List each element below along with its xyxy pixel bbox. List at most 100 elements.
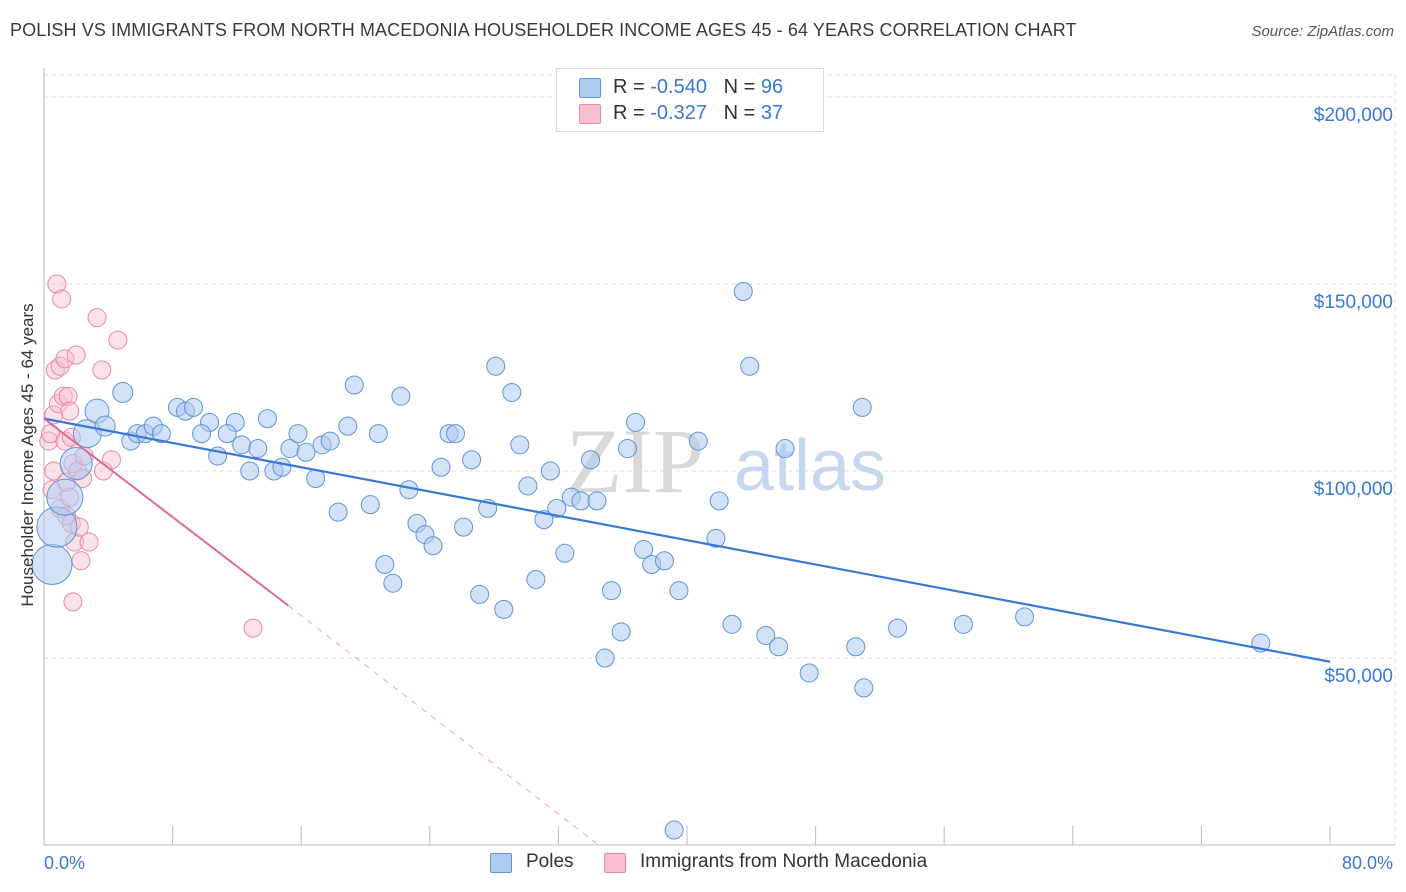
macedonia-point <box>108 330 128 350</box>
macedonia-point <box>60 401 80 421</box>
poles-point <box>953 614 973 634</box>
macedonia-point <box>39 431 59 451</box>
macedonia-point <box>243 618 263 638</box>
poles-point <box>151 424 171 444</box>
legend-n-value: 37 <box>760 102 784 124</box>
poles-point <box>581 450 601 470</box>
poles-point <box>344 375 364 395</box>
y-tick-label: $200,000 <box>1314 105 1393 126</box>
poles-point <box>328 502 348 522</box>
poles-point <box>706 528 726 548</box>
chart-title: POLISH VS IMMIGRANTS FROM NORTH MACEDONI… <box>10 20 1077 40</box>
macedonia-trend-line <box>43 417 289 607</box>
poles-point <box>486 356 506 376</box>
poles-point <box>248 439 268 459</box>
legend-n-label: N = <box>723 76 761 98</box>
poles-point <box>296 442 316 462</box>
poles-legend-label: Poles <box>526 851 574 872</box>
poles-point <box>654 551 674 571</box>
legend-r-value: -0.540 <box>650 76 707 98</box>
poles-point <box>571 491 591 511</box>
macedonia-point <box>92 360 112 380</box>
poles-point <box>446 424 466 444</box>
poles-point <box>375 555 395 574</box>
legend-n-label: N = <box>723 102 761 124</box>
poles-points <box>31 281 1271 840</box>
x-tick-label: 80.0% <box>1342 853 1393 873</box>
poles-point <box>391 386 411 406</box>
poles-point <box>320 431 340 451</box>
poles-point <box>31 544 73 585</box>
poles-point <box>192 424 212 444</box>
x-tick-label: 0.0% <box>44 853 85 873</box>
poles-point <box>232 435 252 455</box>
poles-point <box>94 415 116 437</box>
poles-point <box>740 356 760 376</box>
poles-point <box>852 397 872 417</box>
poles-point <box>502 382 522 402</box>
macedonia-legend-label: Immigrants from North Macedonia <box>640 851 928 872</box>
y-axis-label: Householder Income Ages 45 - 64 years <box>18 303 37 606</box>
legend-n-value: 96 <box>760 76 784 98</box>
poles-point <box>183 397 203 417</box>
poles-point <box>769 637 789 657</box>
macedonia-point <box>102 450 122 470</box>
macedonia-point <box>79 532 99 552</box>
poles-point <box>611 622 631 642</box>
poles-point <box>494 599 514 619</box>
poles-point <box>240 461 260 481</box>
poles-point <box>288 424 308 444</box>
poles-point <box>775 439 795 459</box>
poles-trend-line <box>43 417 1331 663</box>
poles-point <box>526 569 546 589</box>
macedonia-point <box>58 386 78 406</box>
poles-point <box>423 536 443 556</box>
trend-lines <box>43 417 1331 846</box>
poles-point <box>669 581 689 601</box>
poles-point <box>470 584 490 604</box>
poles-point <box>587 491 607 511</box>
legend-r-label: R = <box>613 76 651 98</box>
poles-point <box>46 478 84 516</box>
macedonia-swatch <box>579 104 601 124</box>
poles-point <box>360 495 380 515</box>
poles-legend-swatch <box>490 853 512 873</box>
poles-point <box>383 573 403 593</box>
macedonia-point <box>63 592 83 612</box>
x-tick-labels: 0.0% 80.0% <box>44 853 1393 873</box>
poles-point <box>338 416 358 436</box>
y-tick-label: $50,000 <box>1324 666 1393 687</box>
poles-point <box>217 424 237 444</box>
poles-point <box>722 614 742 634</box>
macedonia-point <box>47 274 67 294</box>
y-tick-label: $150,000 <box>1314 292 1393 313</box>
poles-point <box>888 618 908 638</box>
poles-point <box>555 543 575 563</box>
poles-point <box>664 820 684 840</box>
poles-point <box>540 461 560 481</box>
axes <box>43 68 1395 846</box>
y-tick-label: $100,000 <box>1314 479 1393 500</box>
poles-point <box>601 581 621 601</box>
poles-point <box>368 424 388 444</box>
macedonia-point <box>71 551 91 571</box>
legend-r-value: -0.327 <box>650 102 707 124</box>
poles-point <box>626 412 646 432</box>
poles-point <box>534 510 554 530</box>
poles-point <box>595 648 615 668</box>
poles-swatch <box>579 78 601 98</box>
correlation-legend: R = -0.540 N = 96 R = -0.327 N = 37 <box>556 68 824 132</box>
macedonia-trend-extension <box>288 605 599 846</box>
poles-point <box>799 663 819 683</box>
poles-point <box>634 540 654 560</box>
poles-point <box>756 626 776 646</box>
poles-point <box>733 281 753 301</box>
poles-point <box>547 498 567 518</box>
y-tick-labels: $50,000 $100,000 $150,000 $200,000 <box>1314 105 1393 687</box>
poles-point <box>112 381 134 403</box>
macedonia-point <box>87 308 107 328</box>
poles-point <box>688 431 708 451</box>
poles-point <box>846 637 866 657</box>
poles-point <box>431 457 451 477</box>
